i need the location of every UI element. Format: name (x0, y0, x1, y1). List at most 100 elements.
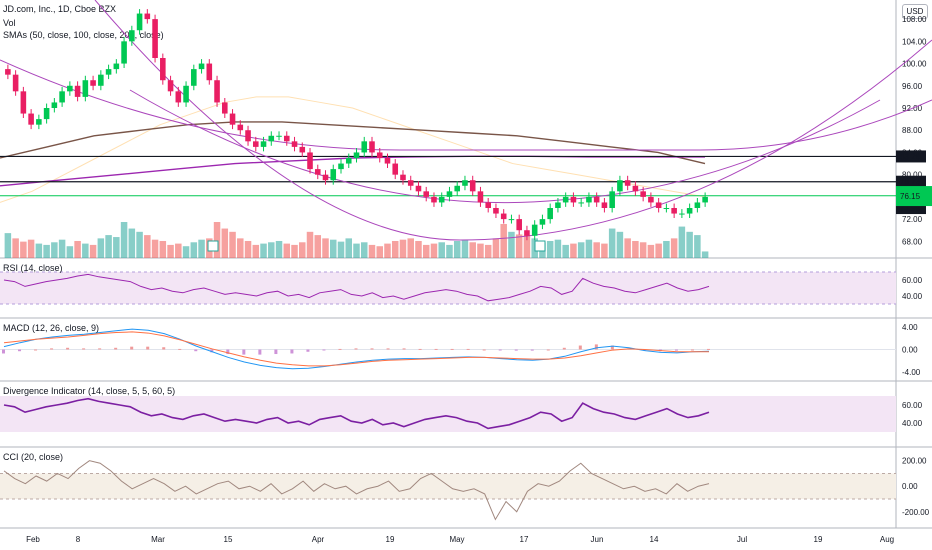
macd-histogram-bar (354, 348, 358, 350)
volume-label[interactable]: Vol (3, 18, 16, 28)
candle-body (59, 91, 65, 103)
volume-bar (213, 222, 221, 258)
candle-body (260, 141, 267, 147)
rsi-tick-label: 60.00 (902, 276, 923, 285)
macd-histogram-bar (707, 348, 710, 350)
candle-body (593, 196, 600, 203)
divergence-band (0, 396, 896, 432)
macd-histogram-bar (498, 349, 502, 351)
candle-body (423, 191, 430, 197)
candle-body (129, 30, 135, 42)
candle-body (314, 169, 321, 175)
macd-signal-line (3, 331, 709, 367)
divergence-line (3, 397, 710, 430)
candle-body (307, 152, 313, 170)
candle-body (214, 80, 220, 103)
volume-bar (175, 243, 182, 258)
macd-histogram-bar (594, 344, 598, 350)
candle-body (28, 113, 34, 125)
volume-bar (500, 223, 507, 258)
candle-body (345, 158, 352, 164)
divergence-tick-label: 60.00 (902, 401, 923, 410)
price-tick-label: 72.00 (902, 215, 923, 224)
time-tick-label: Jun (591, 535, 604, 544)
macd-histogram-bar (546, 349, 550, 351)
candle-body (539, 219, 546, 225)
volume-bar (593, 242, 600, 258)
macd-histogram-bar (82, 348, 86, 350)
candle-body (524, 230, 530, 236)
price-tick-label: 104.00 (902, 37, 927, 46)
candle-body (632, 185, 639, 192)
candle-body (229, 113, 236, 125)
volume-bar (20, 241, 27, 258)
candle-body (648, 196, 654, 203)
volume-bar (337, 241, 345, 258)
currency-button[interactable]: USD (902, 4, 928, 19)
macd-histogram-bar (530, 349, 534, 351)
price-tick-label: 68.00 (902, 237, 923, 246)
macd-title: MACD (12, 26, close, 9) (3, 323, 99, 333)
volume-bar (89, 244, 97, 258)
macd-histogram-bar (466, 348, 470, 350)
volume-bar (616, 231, 624, 258)
volume-bar (360, 242, 368, 258)
macd-histogram-bar (514, 349, 518, 351)
volume-bar (151, 239, 159, 258)
candle-body (167, 80, 174, 92)
candle-body (338, 163, 344, 170)
candle-body (586, 196, 592, 203)
macd-histogram-bar (290, 349, 294, 354)
volume-bar (639, 242, 647, 258)
volume-bar (27, 239, 35, 258)
rsi-band (0, 272, 896, 304)
volume-bar (562, 244, 569, 258)
candle-body (98, 74, 104, 86)
macd-histogram-bar (2, 349, 5, 354)
macd-histogram-bar (194, 349, 198, 352)
sma50-line (0, 96, 706, 203)
candle-body (330, 169, 337, 181)
rsi-title: RSI (14, close) (3, 263, 63, 273)
volume-bar (182, 246, 190, 258)
volume-bar (330, 239, 337, 258)
volume-bar (647, 244, 655, 258)
volume-bar (655, 243, 662, 258)
candle-body (477, 191, 484, 203)
candle-body (36, 119, 42, 125)
macd-histogram-bar (210, 349, 214, 353)
volume-bar (306, 231, 314, 258)
macd-histogram-bar (306, 349, 310, 352)
volume-bar (484, 244, 492, 258)
price-tick-label: 108.00 (902, 15, 927, 24)
candle-body (283, 135, 290, 142)
time-tick-label: Apr (312, 535, 325, 544)
time-tick-label: 14 (650, 535, 659, 544)
time-tick-label: 8 (76, 535, 81, 544)
volume-bar (546, 240, 554, 258)
sma100-line (0, 121, 706, 165)
candle-body (175, 91, 182, 103)
sma-label[interactable]: SMAs (50, close, 100, close, 200, close) (3, 30, 164, 40)
candle-body (617, 180, 623, 192)
macd-histogram-bar (402, 348, 406, 350)
earnings-marker (534, 240, 546, 252)
candle-body (547, 208, 553, 220)
candle-body (415, 185, 422, 192)
candle-body (252, 141, 259, 147)
candle-body (160, 58, 166, 81)
macd-tick-label: -4.00 (902, 368, 921, 377)
macd-histogram-bar (690, 349, 694, 351)
volume-bar (97, 238, 105, 258)
candle-body (555, 202, 561, 208)
macd-histogram-bar (578, 345, 582, 350)
volume-bar (670, 238, 678, 258)
candle-body (90, 80, 96, 86)
volume-bar (469, 242, 476, 258)
volume-bar (291, 244, 298, 258)
macd-histogram-bar (258, 349, 262, 355)
volume-bar (43, 244, 50, 258)
macd-tick-label: 0.00 (902, 346, 918, 355)
time-tick-label: 15 (224, 535, 233, 544)
